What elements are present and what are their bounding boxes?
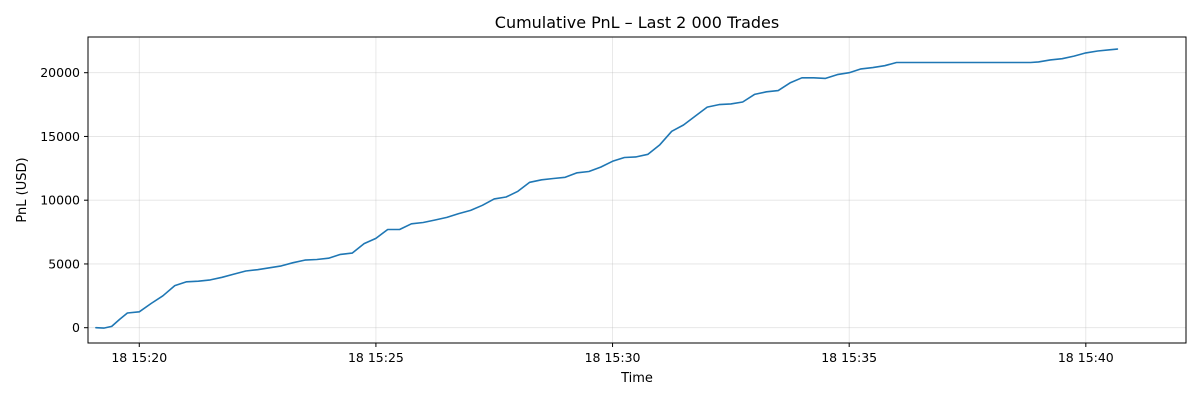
x-tick-label: 18 15:35 (821, 350, 877, 365)
chart-title: Cumulative PnL – Last 2 000 Trades (495, 13, 779, 32)
plot-frame (87, 36, 1187, 344)
tick-layer: 18 15:20 18 15:25 18 15:30 18 15:35 18 15:40… (40, 65, 1114, 365)
x-tick-label: 18 15:40 (1058, 350, 1114, 365)
y-tick-label: 10000 (40, 193, 80, 208)
y-tick-label: 0 (72, 320, 80, 335)
x-tick-label: 18 15:25 (348, 350, 404, 365)
series-layer (95, 48, 1119, 329)
y-tick-label: 20000 (40, 65, 80, 80)
x-axis-label: Time (620, 371, 653, 386)
y-tick-label: 5000 (48, 256, 80, 271)
x-tick-label: 18 15:30 (585, 350, 641, 365)
y-axis-label: PnL (USD) (15, 157, 30, 222)
grid-layer (88, 37, 1186, 343)
y-tick-label: 15000 (40, 129, 80, 144)
pnl-series-line (95, 48, 1119, 329)
x-tick-label: 18 15:20 (111, 350, 167, 365)
